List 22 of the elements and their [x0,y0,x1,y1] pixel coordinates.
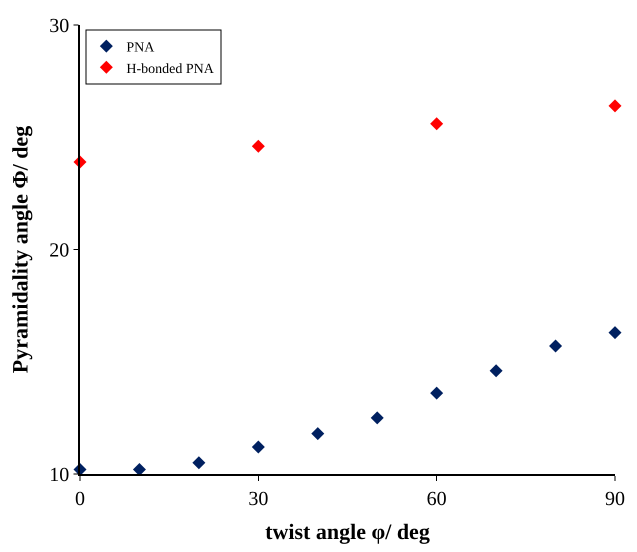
point [370,411,384,424]
y-tick-label: 30 [49,15,70,37]
point [549,340,562,353]
point [608,326,622,340]
x-tick-label: 60 [426,488,447,510]
x-axis-title: twist angle φ/ deg [265,519,430,544]
y-axis-title: Pyramidality angle Φ/ deg [8,126,33,374]
point [311,427,324,440]
point [430,117,444,130]
point [192,456,206,470]
y-tick-label: 10 [49,464,70,486]
point [252,140,265,153]
x-tick-label: 90 [605,488,625,510]
x-tick-label: 0 [75,488,85,510]
legend-label: PNA [126,40,156,56]
y-tick-label: 20 [49,240,70,262]
point [430,386,444,400]
legend-label: H-bonded PNA [126,62,215,77]
point [608,99,622,112]
point [490,364,503,378]
point [252,440,265,454]
x-tick-label: 30 [248,488,268,510]
